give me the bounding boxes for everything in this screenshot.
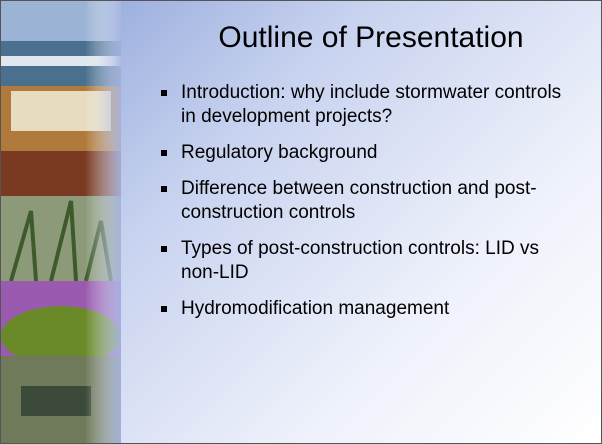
bullet: Introduction: why include stormwater con… xyxy=(151,81,571,129)
bullet: Regulatory background xyxy=(151,141,571,165)
bullet: Difference between construction and post… xyxy=(151,177,571,225)
bullet-list: Introduction: why include stormwater con… xyxy=(151,81,571,333)
bullet: Types of post-construction controls: LID… xyxy=(151,237,571,285)
bullet: Hydromodification management xyxy=(151,297,571,321)
slide-title: Outline of Presentation xyxy=(218,21,524,54)
photo-strip xyxy=(1,1,121,443)
